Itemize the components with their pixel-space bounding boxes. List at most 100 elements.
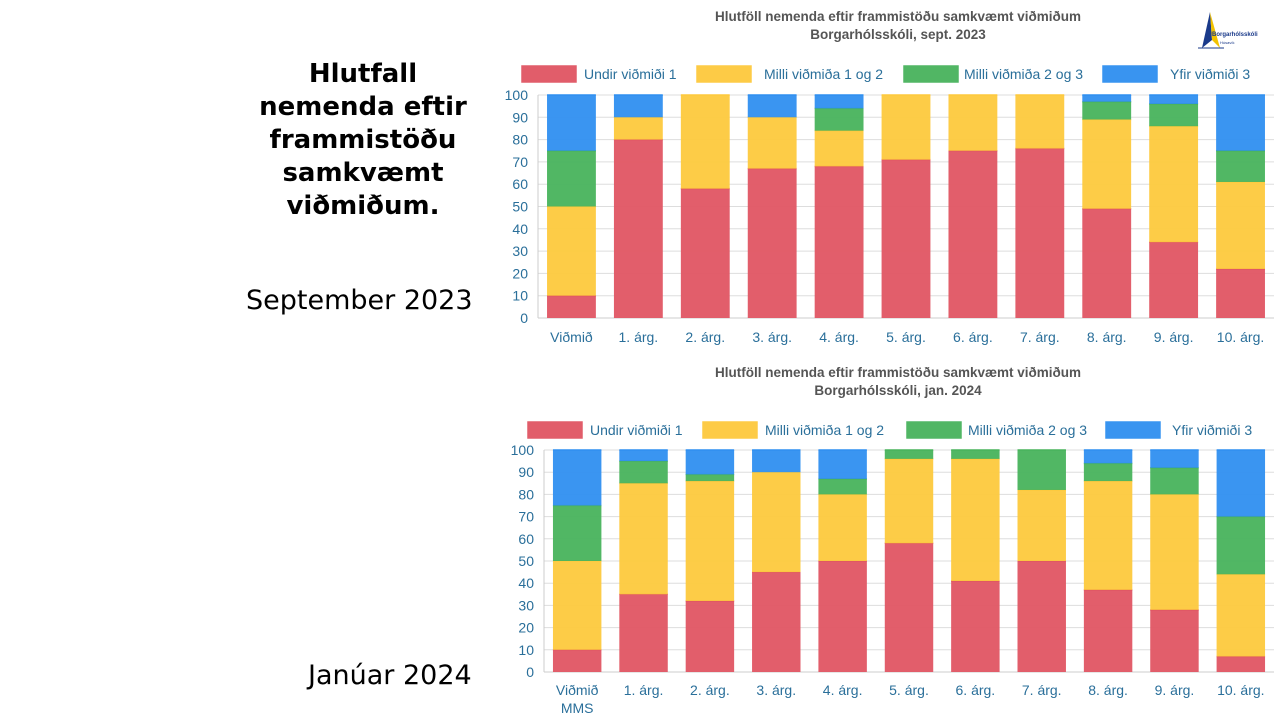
x-tick-label: 7. árg. — [1022, 682, 1062, 698]
legend-swatch — [521, 65, 577, 83]
y-tick-label: 60 — [512, 176, 528, 192]
bar-segment — [1216, 574, 1266, 657]
y-tick-label: 80 — [512, 132, 528, 148]
legend-swatch — [1105, 421, 1161, 439]
bar-segment — [680, 188, 730, 318]
bar-segment — [1017, 489, 1066, 561]
bar-segment — [552, 649, 602, 672]
y-tick-label: 30 — [518, 597, 534, 613]
x-tick-label: 1. árg. — [624, 682, 664, 698]
y-tick-label: 70 — [512, 154, 528, 170]
bar-segment — [1216, 656, 1266, 672]
x-tick-label: 4. árg. — [819, 329, 859, 345]
bar-segment — [547, 295, 596, 318]
bar-segment — [1216, 450, 1266, 517]
period-label-sept-2023: September 2023 — [246, 285, 473, 316]
period-label-jan-2024: Janúar 2024 — [308, 660, 472, 691]
bar-segment — [752, 450, 801, 473]
bar-segment — [1150, 450, 1199, 468]
bar-segment — [685, 450, 735, 475]
logo-text: Borgarhólsskóli — [1212, 32, 1258, 38]
bar-segment — [552, 505, 602, 561]
bar-segment — [1083, 450, 1133, 464]
bar-segment — [814, 166, 864, 318]
bar-segment — [1017, 450, 1066, 490]
bar-segment — [685, 481, 735, 601]
bar-segment — [619, 483, 668, 595]
bar-segment — [884, 450, 934, 459]
chart-2: Hlutföll nemenda eftir frammistöðu samkv… — [511, 365, 1274, 716]
bar-segment — [1017, 561, 1066, 672]
bar-segment — [619, 461, 668, 484]
bar-segment — [818, 494, 867, 561]
bar-segment — [814, 130, 864, 167]
chart-subtitle: Borgarhólsskóli, sept. 2023 — [810, 27, 986, 42]
bar-segment — [818, 478, 867, 495]
legend-label: Yfir viðmiði 3 — [1172, 422, 1252, 438]
bar-segment — [685, 600, 735, 672]
bar-segment — [1083, 481, 1133, 590]
bar-segment — [1083, 463, 1133, 482]
chart-1: Hlutföll nemenda eftir frammistöðu samkv… — [505, 9, 1274, 345]
bar-segment — [552, 561, 602, 650]
bar-segment — [752, 572, 801, 672]
bar-segment — [951, 580, 1000, 672]
bar-segment — [1082, 101, 1132, 120]
legend-label: Yfir viðmiði 3 — [1170, 66, 1250, 82]
x-tick-label: 10. árg. — [1217, 682, 1264, 698]
y-tick-label: 50 — [512, 199, 528, 215]
bar-segment — [685, 474, 735, 482]
legend-swatch — [527, 421, 583, 439]
y-tick-label: 60 — [518, 531, 534, 547]
legend-swatch — [903, 65, 959, 83]
bar-segment — [1216, 516, 1266, 575]
bar-segment — [1150, 494, 1199, 610]
chart-title: Hlutföll nemenda eftir frammistöðu samkv… — [715, 365, 1081, 380]
y-tick-label: 40 — [512, 221, 528, 237]
y-tick-label: 0 — [526, 664, 534, 680]
bar-segment — [814, 108, 864, 131]
bar-segment — [1015, 148, 1065, 318]
legend-label: Milli viðmiða 1 og 2 — [765, 422, 884, 438]
bar-segment — [1149, 103, 1199, 127]
bar-segment — [619, 594, 668, 672]
y-tick-label: 90 — [512, 109, 528, 125]
x-tick-label: 5. árg. — [886, 329, 926, 345]
school-logo: Borgarhólsskóli Húsavík — [1198, 10, 1262, 54]
y-tick-label: 20 — [512, 265, 528, 281]
y-tick-label: 0 — [520, 310, 528, 326]
y-tick-label: 40 — [518, 575, 534, 591]
y-tick-label: 80 — [518, 486, 534, 502]
x-tick-label: 9. árg. — [1154, 329, 1194, 345]
x-tick-label: 6. árg. — [953, 329, 993, 345]
bar-segment — [747, 117, 797, 169]
y-tick-label: 100 — [505, 87, 529, 103]
bar-segment — [547, 150, 596, 207]
bar-segment — [951, 450, 1000, 459]
legend-swatch — [702, 421, 758, 439]
x-tick-label: Viðmið — [550, 329, 593, 345]
x-tick-label: 9. árg. — [1155, 682, 1195, 698]
bar-segment — [747, 95, 797, 118]
y-tick-label: 90 — [518, 464, 534, 480]
x-tick-label: 3. árg. — [752, 329, 792, 345]
x-tick-label: 1. árg. — [619, 329, 659, 345]
bar-segment — [1015, 95, 1065, 149]
chart-subtitle: Borgarhólsskóli, jan. 2024 — [814, 383, 982, 398]
bar-segment — [951, 458, 1000, 581]
y-tick-label: 50 — [518, 553, 534, 569]
y-tick-label: 10 — [512, 288, 528, 304]
bar-segment — [1216, 95, 1265, 151]
bar-segment — [547, 206, 596, 296]
bar-segment — [619, 450, 668, 462]
slide-title: Hlutfall nemenda eftir frammistöðu samkv… — [259, 59, 467, 221]
bar-segment — [613, 95, 663, 118]
legend-label: Undir viðmiði 1 — [584, 66, 677, 82]
x-tick-label: 4. árg. — [823, 682, 863, 698]
bar-segment — [1149, 126, 1199, 243]
bar-segment — [1083, 589, 1133, 672]
bar-segment — [547, 95, 596, 151]
x-tick-label: Viðmið — [556, 682, 599, 698]
legend-label: Undir viðmiði 1 — [590, 422, 683, 438]
